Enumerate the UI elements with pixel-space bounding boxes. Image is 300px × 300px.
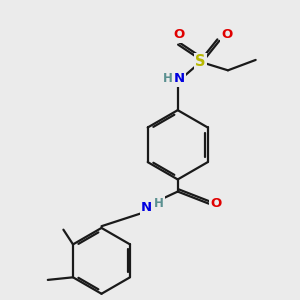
- Text: O: O: [221, 28, 233, 41]
- Text: N: N: [174, 73, 185, 85]
- Text: O: O: [174, 28, 185, 41]
- Text: H: H: [162, 73, 172, 85]
- Text: N: N: [141, 201, 152, 214]
- Text: H: H: [154, 197, 164, 210]
- Text: O: O: [210, 197, 221, 210]
- Text: S: S: [195, 54, 206, 69]
